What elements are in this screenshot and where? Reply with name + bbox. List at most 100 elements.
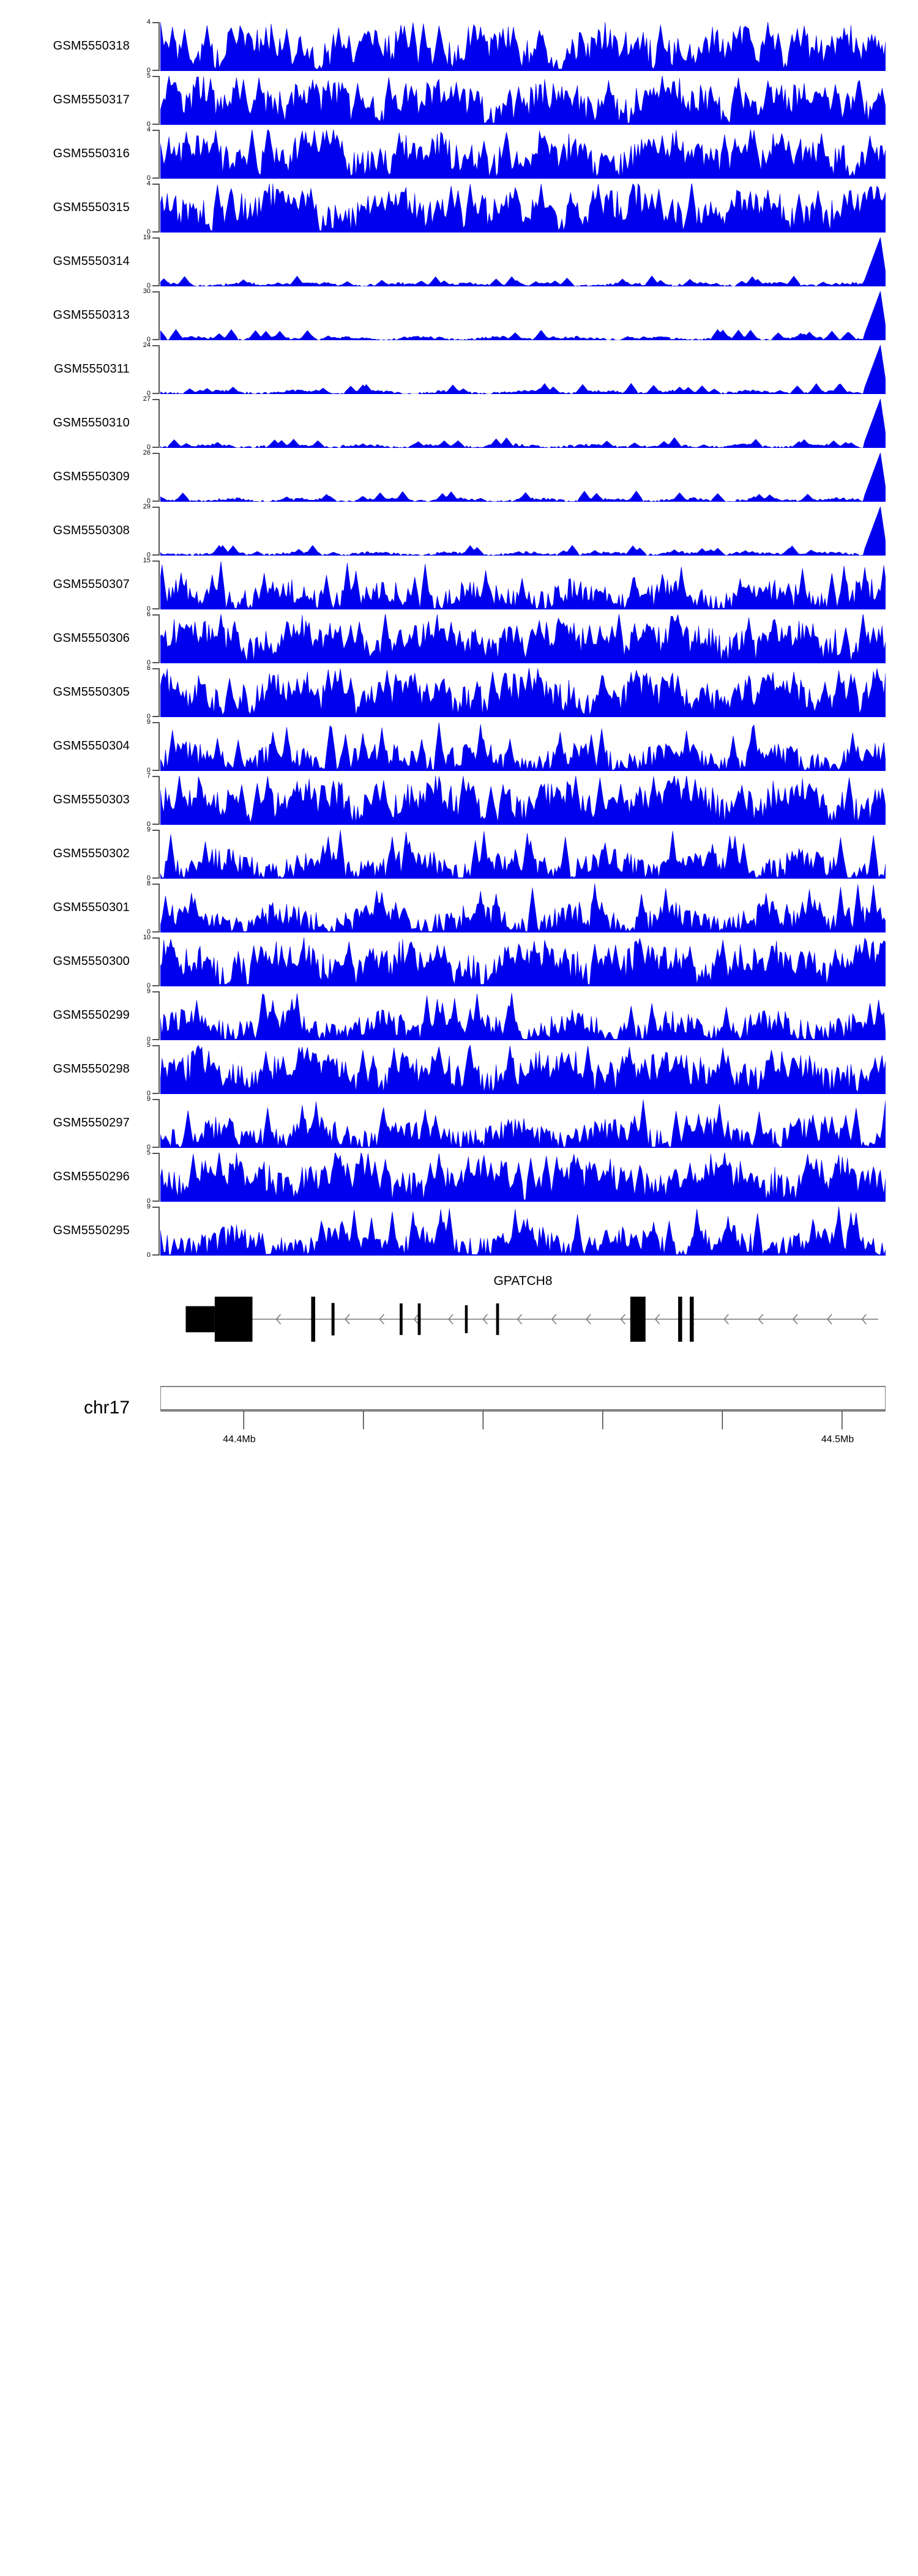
coverage-track-gsm5550296[interactable]: GSM5550296 5 0 [0, 1149, 918, 1205]
exon-box[interactable] [465, 1305, 468, 1333]
coverage-plot[interactable] [160, 884, 886, 932]
strand-arrow-icon [654, 1314, 660, 1325]
y-axis-line [159, 76, 160, 125]
coverage-histogram [160, 76, 886, 125]
coverage-plot[interactable] [160, 130, 886, 179]
coverage-area [160, 561, 886, 609]
y-axis-tick-max [152, 22, 159, 23]
coverage-track-gsm5550305[interactable]: GSM5550305 6 0 [0, 665, 918, 720]
y-axis-max-value: 5 [146, 72, 151, 80]
strand-arrow-icon [861, 1314, 867, 1325]
coverage-track-gsm5550295[interactable]: GSM5550295 9 0 [0, 1203, 918, 1259]
coverage-plot[interactable] [160, 237, 886, 286]
coverage-plot[interactable] [160, 399, 886, 448]
y-axis-min-value: 0 [146, 605, 151, 612]
y-axis-tick-max [152, 1045, 159, 1046]
coverage-track-gsm5550307[interactable]: GSM5550307 15 0 [0, 557, 918, 612]
coverage-plot[interactable] [160, 560, 886, 609]
coverage-track-gsm5550310[interactable]: GSM5550310 27 0 [0, 396, 918, 451]
coverage-track-gsm5550308[interactable]: GSM5550308 29 0 [0, 504, 918, 559]
y-axis-tick-min [152, 608, 159, 609]
y-axis-min-value: 0 [146, 1144, 151, 1151]
coverage-track-gsm5550303[interactable]: GSM5550303 7 0 [0, 773, 918, 828]
strand-arrow-icon [620, 1314, 626, 1325]
y-axis-max-value: 5 [146, 1149, 151, 1156]
coverage-histogram [160, 1045, 886, 1094]
coverage-area [160, 614, 886, 663]
y-axis-min-value: 0 [146, 1197, 151, 1205]
y-axis-tick-max [152, 991, 159, 992]
coverage-track-gsm5550314[interactable]: GSM5550314 19 0 [0, 234, 918, 289]
exon-box[interactable] [496, 1303, 499, 1335]
coverage-histogram [160, 291, 886, 340]
strand-arrow-icon [792, 1314, 798, 1325]
coverage-track-gsm5550301[interactable]: GSM5550301 8 0 [0, 880, 918, 936]
coverage-track-gsm5550304[interactable]: GSM5550304 9 0 [0, 719, 918, 774]
coverage-area [160, 668, 886, 717]
exon-box[interactable] [311, 1297, 315, 1342]
gene-model[interactable] [160, 1295, 886, 1344]
exon-box[interactable] [400, 1303, 403, 1335]
coverage-plot[interactable] [160, 76, 886, 125]
exon-box[interactable] [331, 1303, 335, 1336]
coverage-plot[interactable] [160, 453, 886, 502]
y-axis-line [159, 830, 160, 879]
y-axis-line [159, 130, 160, 179]
coverage-plot[interactable] [160, 614, 886, 663]
coverage-plot[interactable] [160, 1153, 886, 1202]
coverage-track-gsm5550309[interactable]: GSM5550309 26 0 [0, 450, 918, 505]
coverage-plot[interactable] [160, 991, 886, 1040]
coverage-track-gsm5550318[interactable]: GSM5550318 4 0 [0, 19, 918, 74]
y-axis-min-value: 0 [146, 1090, 151, 1097]
exon-box[interactable] [417, 1303, 421, 1335]
y-axis-line [159, 237, 160, 286]
coverage-plot[interactable] [160, 507, 886, 556]
coverage-track-gsm5550297[interactable]: GSM5550297 9 0 [0, 1096, 918, 1151]
coverage-plot[interactable] [160, 184, 886, 233]
coverage-histogram [160, 776, 886, 825]
coverage-track-gsm5550317[interactable]: GSM5550317 5 0 [0, 72, 918, 128]
coverage-plot[interactable] [160, 22, 886, 71]
coverage-plot[interactable] [160, 1207, 886, 1256]
coverage-plot[interactable] [160, 668, 886, 717]
y-axis: 29 0 [143, 504, 160, 559]
y-axis-max-value: 6 [146, 611, 151, 618]
coverage-track-gsm5550306[interactable]: GSM5550306 6 0 [0, 611, 918, 666]
coverage-plot[interactable] [160, 1045, 886, 1094]
exon-box[interactable] [185, 1306, 215, 1333]
coverage-area [160, 130, 886, 179]
coverage-track-gsm5550311[interactable]: GSM5550311 24 0 [0, 341, 918, 397]
coverage-plot[interactable] [160, 776, 886, 825]
coverage-area [160, 345, 886, 394]
coverage-track-gsm5550298[interactable]: GSM5550298 5 0 [0, 1042, 918, 1097]
exon-box[interactable] [630, 1297, 646, 1342]
coverage-plot[interactable] [160, 291, 886, 340]
coverage-plot[interactable] [160, 722, 886, 771]
coverage-area [160, 830, 886, 879]
coverage-plot[interactable] [160, 345, 886, 394]
y-axis-max-value: 9 [146, 1203, 151, 1210]
coverage-track-gsm5550300[interactable]: GSM5550300 10 0 [0, 934, 918, 989]
coverage-track-gsm5550302[interactable]: GSM5550302 9 0 [0, 827, 918, 882]
coverage-plot[interactable] [160, 937, 886, 986]
coverage-plot[interactable] [160, 1099, 886, 1148]
coverage-track-gsm5550316[interactable]: GSM5550316 4 0 [0, 127, 918, 182]
coverage-track-gsm5550313[interactable]: GSM5550313 30 0 [0, 288, 918, 343]
coverage-track-gsm5550315[interactable]: GSM5550315 4 0 [0, 181, 918, 236]
y-axis-tick-min [152, 1254, 159, 1256]
y-axis-max-value: 24 [143, 341, 151, 349]
y-axis-min-value: 0 [146, 713, 151, 720]
exon-box[interactable] [214, 1297, 253, 1342]
coverage-histogram [160, 399, 886, 448]
y-axis: 15 0 [143, 557, 160, 612]
y-axis-tick-max [152, 507, 159, 508]
gene-annotation-track[interactable]: GPATCH8 [0, 1274, 918, 1366]
exon-box[interactable] [678, 1297, 682, 1342]
coverage-track-gsm5550299[interactable]: GSM5550299 9 0 [0, 988, 918, 1043]
exon-box[interactable] [690, 1297, 694, 1342]
y-axis-max-value: 15 [143, 557, 151, 564]
coverage-plot[interactable] [160, 830, 886, 879]
